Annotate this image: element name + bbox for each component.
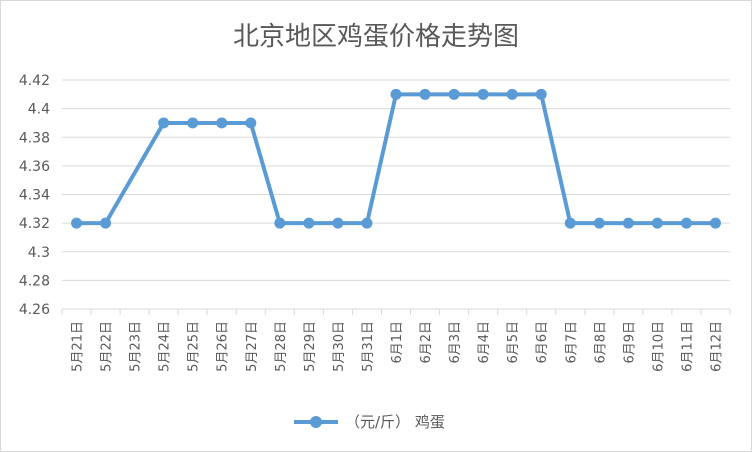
y-tick-label: 4.38 <box>19 130 50 146</box>
x-tick-label: 5月24日 <box>158 321 173 372</box>
y-tick-label: 4.32 <box>19 216 50 232</box>
y-tick-label: 4.36 <box>19 159 50 175</box>
data-point <box>216 117 228 129</box>
series-line <box>74 92 718 226</box>
x-tick-label: 6月5日 <box>506 321 521 364</box>
data-point <box>303 217 315 229</box>
data-point <box>593 217 605 229</box>
x-tick-label: 6月6日 <box>535 321 550 364</box>
x-tick-label: 6月8日 <box>593 321 608 364</box>
data-point <box>245 117 257 129</box>
data-point <box>477 88 489 100</box>
x-tick-label: 6月3日 <box>448 321 463 364</box>
y-tick-label: 4.26 <box>19 302 50 318</box>
x-tick-label: 5月30日 <box>332 321 347 372</box>
data-point <box>390 88 402 100</box>
x-tick-label: 6月7日 <box>564 321 579 364</box>
data-point <box>100 217 112 229</box>
y-tick-label: 4.42 <box>19 73 50 89</box>
chart-title: 北京地区鸡蛋价格走势图 <box>233 22 519 52</box>
x-tick-label: 6月11日 <box>680 321 695 372</box>
data-point <box>419 88 431 100</box>
y-tick-label: 4.28 <box>19 273 50 289</box>
x-tick-label: 6月1日 <box>390 321 405 364</box>
data-point <box>506 88 518 100</box>
legend: （元/斤） 鸡蛋 <box>294 413 445 431</box>
data-point <box>622 217 634 229</box>
x-tick-label: 5月22日 <box>100 321 115 372</box>
data-point <box>651 217 663 229</box>
legend-dot-marker <box>310 416 322 428</box>
data-point <box>448 88 460 100</box>
gridlines <box>62 79 730 310</box>
data-point <box>158 117 170 129</box>
data-point <box>535 88 547 100</box>
data-point <box>361 217 373 229</box>
data-point <box>274 217 286 229</box>
data-point <box>71 217 83 229</box>
data-point <box>564 217 576 229</box>
x-tick-label: 6月10日 <box>651 321 666 372</box>
x-tick-labels: 5月21日 5月22日 5月23日 5月24日 5月25日 5月26日 5月27日 5月28日… <box>71 321 725 372</box>
x-tick-label: 6月9日 <box>622 321 637 364</box>
data-point <box>680 217 692 229</box>
series-layer <box>71 88 721 229</box>
x-tick-label: 5月27日 <box>245 321 260 372</box>
x-tick-label: 6月4日 <box>477 321 492 364</box>
y-tick-label: 4.34 <box>19 188 50 204</box>
y-tick-label: 4.4 <box>28 102 50 118</box>
y-tick-label: 4.3 <box>28 245 50 261</box>
x-tick-label: 6月12日 <box>709 321 724 372</box>
x-tick-label: 5月23日 <box>129 321 144 372</box>
x-tick-label: 5月31日 <box>361 321 376 372</box>
data-point <box>709 217 721 229</box>
data-point <box>332 217 344 229</box>
axes <box>61 309 731 315</box>
legend-label: （元/斤） 鸡蛋 <box>345 413 445 431</box>
x-tick-label: 5月29日 <box>303 321 318 372</box>
x-tick-label: 5月26日 <box>216 321 231 372</box>
x-tick-label: 5月21日 <box>71 321 86 372</box>
y-tick-labels: 4.26 4.28 4.3 4.32 4.34 4.36 4.38 4.4 4.42 <box>19 73 50 318</box>
x-tick-label: 5月28日 <box>274 321 289 372</box>
x-tick-label: 6月2日 <box>419 321 434 364</box>
data-point <box>187 117 199 129</box>
x-tick-label: 5月25日 <box>187 321 202 372</box>
